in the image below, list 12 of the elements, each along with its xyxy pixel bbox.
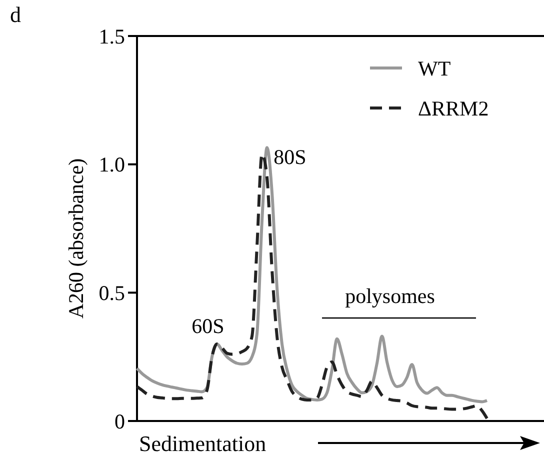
y-tick-label: 0	[114, 409, 125, 434]
x-axis-title: Sedimentation	[139, 431, 266, 456]
y-axis-title: A260 (absorbance)	[64, 158, 88, 319]
annotation: 60S	[192, 314, 224, 338]
annotation: polysomes	[345, 284, 435, 308]
y-tick-label: 1.0	[98, 152, 125, 177]
legend-label: ΔRRM2	[418, 96, 489, 120]
y-tick-label: 1.5	[98, 24, 125, 48]
y-tick-label: 0.5	[98, 281, 125, 306]
legend-label: WT	[418, 56, 451, 80]
chart-title: d	[10, 2, 21, 27]
annotation: 80S	[274, 145, 306, 169]
